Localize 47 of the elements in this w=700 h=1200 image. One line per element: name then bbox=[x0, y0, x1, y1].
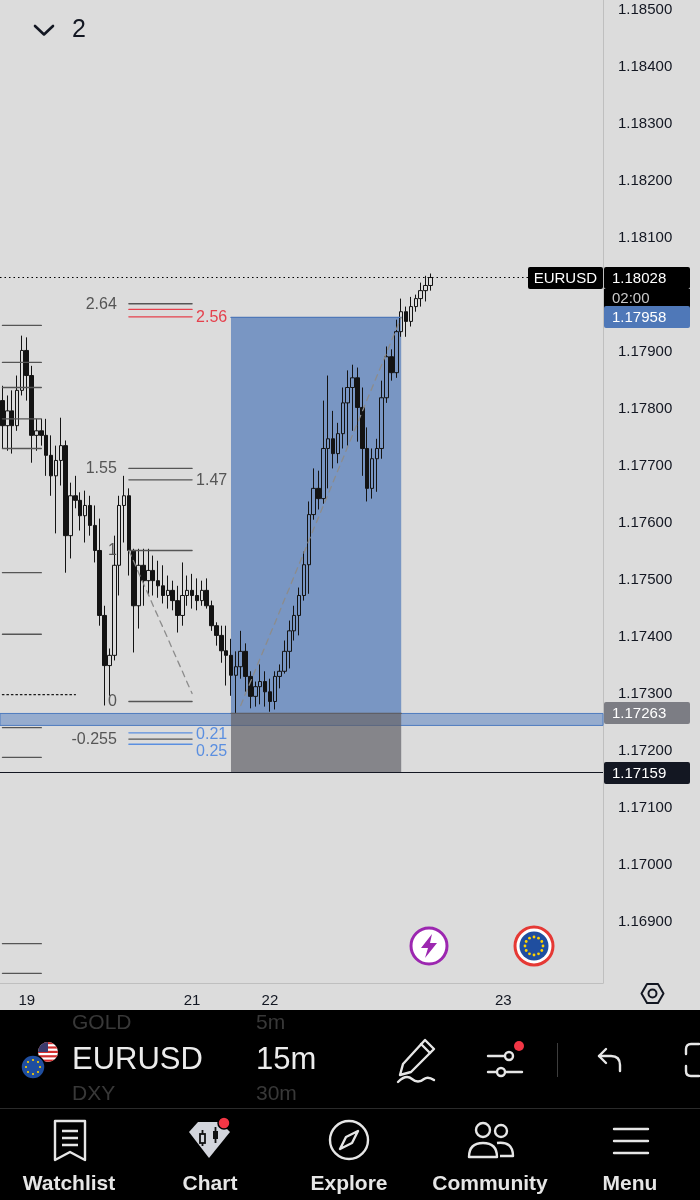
text: Community bbox=[432, 1171, 548, 1195]
series-label: 0.25 bbox=[196, 741, 228, 759]
x-tick-label: 21 bbox=[183, 991, 201, 1008]
y-tick-label: 1.18400 bbox=[618, 57, 673, 75]
text: Chart bbox=[182, 1171, 238, 1195]
text: 5m bbox=[256, 1010, 286, 1033]
text: EURUSD bbox=[72, 1041, 203, 1077]
series-label: 1.47 bbox=[196, 470, 228, 488]
y-tick-label: 1.17500 bbox=[618, 569, 673, 587]
x-tick-label: 19 bbox=[18, 991, 36, 1008]
y-tick-label: 1.17400 bbox=[618, 626, 673, 644]
x-tick-label: 22 bbox=[261, 991, 279, 1008]
text: 1.17958 bbox=[604, 306, 690, 329]
text: 30m bbox=[256, 1081, 297, 1104]
text: Watchlist bbox=[22, 1171, 116, 1195]
series-label: 1.55 bbox=[85, 459, 117, 477]
y-tick-label: 1.18500 bbox=[618, 0, 673, 18]
text: Explore bbox=[310, 1171, 388, 1195]
annotation: EURUSD bbox=[527, 266, 603, 289]
x-tick-label: 23 bbox=[494, 991, 512, 1008]
text: DXY bbox=[72, 1081, 116, 1104]
y-tick-label: 1.17200 bbox=[618, 740, 673, 758]
text: 02:00 bbox=[604, 288, 690, 308]
text: Menu bbox=[602, 1171, 658, 1195]
annotation: 2 bbox=[72, 14, 86, 42]
y-tick-label: 1.18300 bbox=[618, 114, 673, 132]
y-tick-label: 1.17800 bbox=[618, 398, 673, 416]
series-label: -0.255 bbox=[71, 730, 117, 748]
line-series bbox=[128, 549, 193, 695]
y-tick-label: 1.18100 bbox=[618, 227, 673, 245]
series-label: 2.56 bbox=[196, 307, 228, 325]
y-tick-label: 1.17000 bbox=[618, 854, 673, 872]
y-tick-label: 1.17700 bbox=[618, 455, 673, 473]
ref-line-label: 1.18028 bbox=[604, 266, 690, 289]
text: GOLD bbox=[72, 1010, 132, 1033]
text: 15m bbox=[256, 1041, 317, 1077]
y-tick-label: 1.17100 bbox=[618, 797, 673, 815]
y-tick-label: 1.18200 bbox=[618, 171, 673, 188]
ref-line-label: 1.17159 bbox=[604, 761, 690, 784]
series-label: 0 bbox=[107, 692, 117, 710]
y-tick-label: 1.17300 bbox=[618, 683, 673, 701]
y-tick-label: 1.17900 bbox=[618, 341, 673, 359]
series-label: 0.21 bbox=[196, 724, 228, 742]
series-label: 2.64 bbox=[85, 294, 117, 312]
band-label: 1.17263 bbox=[604, 702, 690, 725]
y-tick-label: 1.16900 bbox=[618, 911, 673, 929]
y-tick-label: 1.17600 bbox=[618, 512, 673, 530]
